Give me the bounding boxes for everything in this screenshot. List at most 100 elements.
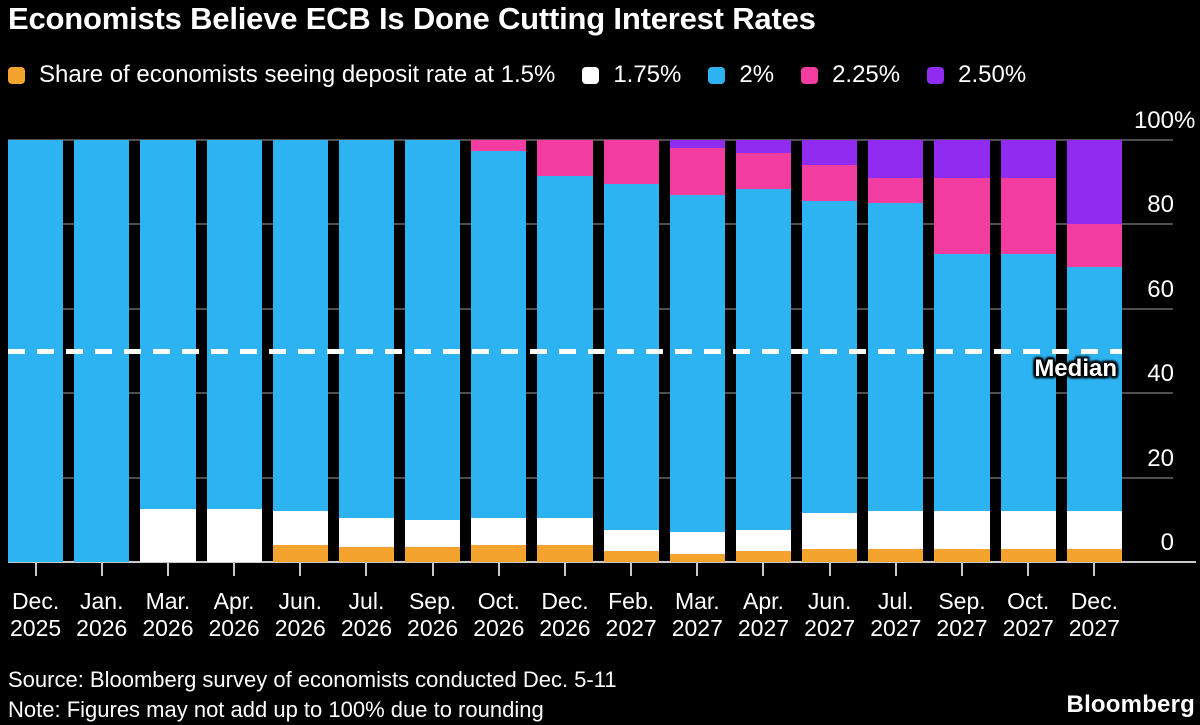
x-label-month: Mar. [145, 588, 191, 614]
x-tick-label: Mar. 2027 [670, 563, 725, 642]
x-label-year: 2025 [10, 615, 62, 641]
x-tick-label: Dec. 2026 [537, 563, 592, 642]
x-axis-tick [696, 563, 699, 576]
bar-segment-2% [669, 194, 725, 533]
y-tick-label: 80 [1090, 193, 1174, 217]
bar-segment-1.5% [603, 551, 659, 562]
y-tick-label: 20 [1090, 444, 1174, 472]
x-tick-label: Sep. 2026 [405, 563, 460, 642]
x-label-month: Feb. [608, 588, 655, 614]
x-label-month: Jun. [278, 588, 323, 614]
x-tick-label: Oct. 2026 [471, 563, 526, 642]
bar-segment-1.5% [934, 549, 990, 562]
x-label-year: 2027 [737, 615, 790, 641]
legend-item: 1.75% [582, 61, 681, 89]
bar-segment-2% [140, 140, 196, 510]
x-label-year: 2027 [605, 615, 657, 641]
x-tick-label: Jan. 2026 [74, 563, 129, 642]
y-tick-value: 40 [1147, 360, 1174, 388]
x-tick-label: Feb. 2027 [604, 563, 659, 642]
bar-segment-1.5% [405, 547, 461, 562]
x-label-year: 2027 [1068, 615, 1120, 641]
bar-segment-1.75% [669, 532, 725, 554]
x-label-year: 2026 [208, 615, 260, 641]
bar-segment-2.50% [669, 140, 725, 149]
bar-segment-1.75% [1066, 511, 1122, 550]
bar-segment-2% [471, 150, 527, 518]
bar-segment-1.75% [537, 517, 593, 546]
x-label-month: Dec. [541, 588, 589, 614]
bar-segment-2.50% [868, 140, 924, 179]
bar-segment-2.25% [537, 140, 593, 176]
bar-mar-2027 [669, 140, 725, 562]
plot-area [8, 139, 1173, 562]
bar-segment-2% [338, 140, 395, 518]
x-label-month: Jul. [348, 588, 385, 614]
bar-segment-2% [272, 140, 328, 512]
legend-swatch [8, 66, 25, 84]
bar-segment-2% [537, 175, 593, 518]
legend-swatch [801, 66, 819, 84]
chart-footer: Source: Bloomberg survey of economists c… [8, 665, 617, 725]
bar-segment-2% [868, 203, 924, 512]
legend-item: 2.50% [927, 61, 1026, 89]
x-axis-line [8, 561, 1196, 563]
bar-segment-1.5% [338, 547, 395, 562]
x-label-month: Dec. [11, 588, 60, 614]
legend-label: Share of economists seeing deposit rate … [39, 61, 556, 88]
median-line [8, 349, 1122, 354]
bar-segment-1.75% [272, 511, 328, 546]
bar-segment-1.5% [802, 549, 858, 562]
x-axis-tick [960, 563, 963, 576]
x-axis-tick [563, 563, 566, 576]
x-label-month: Jun. [807, 588, 852, 614]
x-label-year: 2027 [870, 615, 922, 641]
bar-oct-2026 [471, 140, 527, 562]
legend-label: 2.25% [832, 61, 901, 88]
y-tick-label: 60 [1090, 277, 1174, 302]
x-axis-tick [828, 563, 831, 576]
bar-segment-1.75% [338, 517, 395, 548]
legend-swatch [582, 66, 600, 84]
y-tick-label: 40 [1090, 362, 1174, 386]
bar-segment-2% [206, 140, 262, 510]
x-label-month: Mar. [674, 588, 720, 614]
x-label-month: Oct. [477, 588, 520, 614]
y-tick-label: 100% [1090, 109, 1195, 133]
bar-sep-2027 [934, 140, 990, 562]
bar-segment-2.25% [868, 178, 924, 204]
bar-segment-1.75% [735, 530, 792, 552]
bar-segment-1.75% [934, 511, 990, 550]
x-tick-label: Sep. 2027 [934, 563, 989, 642]
x-label-month: Sep. [408, 588, 457, 614]
bar-oct-2027 [1000, 140, 1056, 562]
bar-segment-2% [1066, 266, 1122, 512]
x-label-year: 2027 [1002, 615, 1054, 641]
bar-segment-1.75% [868, 511, 924, 550]
x-label-year: 2027 [671, 615, 723, 641]
x-label-month: Jan. [80, 588, 124, 614]
bar-segment-2% [1000, 253, 1056, 512]
bar-segment-1.75% [603, 530, 659, 552]
x-tick-label: Jul. 2026 [339, 563, 394, 642]
bar-segment-1.75% [206, 509, 262, 562]
legend-label: 2% [739, 61, 775, 88]
x-axis-tick [166, 563, 169, 576]
x-axis-tick [630, 563, 633, 576]
bar-segment-2.50% [735, 140, 792, 153]
bar-jul-2026 [338, 140, 395, 562]
x-axis-tick [1093, 563, 1096, 576]
x-axis-tick [100, 563, 103, 576]
x-axis-tick [365, 563, 368, 576]
bar-segment-1.5% [272, 545, 328, 562]
x-tick-label: Oct. 2027 [1001, 563, 1056, 642]
y-tick-value: 20 [1147, 444, 1174, 472]
x-axis-tick [34, 563, 37, 576]
bar-segment-2.50% [934, 140, 990, 179]
bar-segment-2.50% [802, 140, 858, 166]
x-label-month: Dec. [1070, 588, 1118, 614]
bar-segment-2% [405, 140, 461, 520]
bar-segment-2.50% [1000, 140, 1056, 179]
x-axis: Dec. 2025 Jan. 2026 Mar. 2026 Apr. 2026 Jun. 2026… [8, 563, 1122, 642]
y-tick-value: 80 [1147, 191, 1174, 219]
